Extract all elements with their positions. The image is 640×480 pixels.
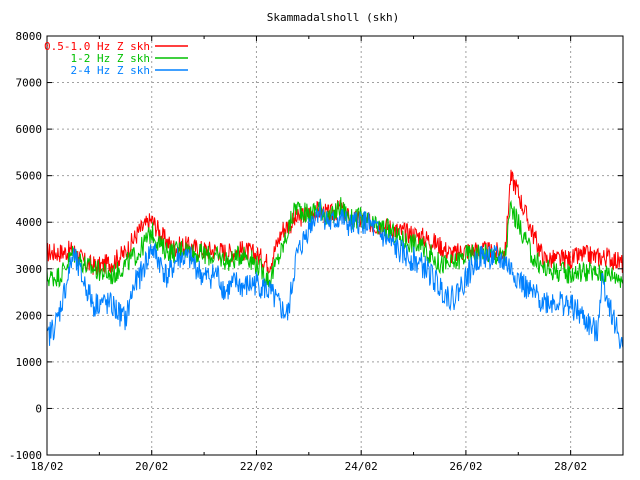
y-tick-label: 2000 [16,309,43,322]
legend-label-3: 2-4 Hz Z skh [71,64,150,77]
grid-lines [47,36,623,455]
x-tick-label: 18/02 [30,460,63,473]
x-tick-label: 26/02 [449,460,482,473]
series-line-3 [46,199,624,349]
chart-title: Skammadalsholl (skh) [267,11,399,24]
y-tick-label: 4000 [16,216,43,229]
x-tick-label: 20/02 [135,460,168,473]
y-tick-label: 7000 [16,77,43,90]
y-tick-label: 3000 [16,263,43,276]
y-tick-label: -1000 [9,449,42,462]
y-tick-label: 6000 [16,123,43,136]
y-tick-label: 1000 [16,356,43,369]
series-line-2 [46,197,624,289]
y-tick-label: 0 [35,402,42,415]
plot-frame [46,35,624,456]
series-lines [46,169,624,349]
x-tick-label: 28/02 [554,460,587,473]
x-tick-label: 22/02 [240,460,273,473]
legend-label-2: 1-2 Hz Z skh [71,52,150,65]
y-tick-label: 8000 [16,30,43,43]
x-tick-label: 24/02 [345,460,378,473]
legend-label-1: 0.5-1.0 Hz Z skh [44,40,150,53]
axis-ticks: -1000 0 1000 2000 3000 4000 5000 6000 7000 8000 18… [9,30,623,473]
y-tick-label: 5000 [16,170,43,183]
